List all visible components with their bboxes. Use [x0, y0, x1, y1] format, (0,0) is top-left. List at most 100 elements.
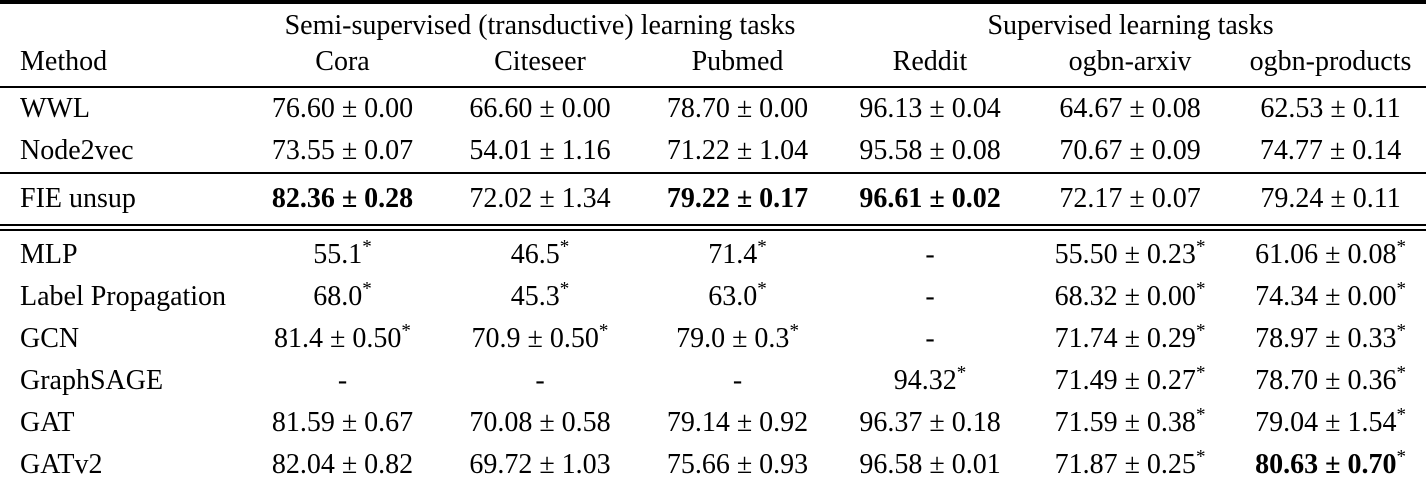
cell-value: 96.58 ± 0.01	[835, 444, 1025, 485]
significance-star: *	[362, 278, 372, 300]
cell-value-text: 76.60 ± 0.00	[271, 93, 414, 124]
cell-value: 68.0*	[245, 276, 440, 318]
cell-value: -	[245, 360, 440, 402]
cell-value: 72.02 ± 1.34	[440, 172, 640, 231]
cell-value: 71.22 ± 1.04	[640, 130, 835, 173]
significance-star: *	[1396, 236, 1406, 258]
cell-value: 76.60 ± 0.00	[245, 87, 440, 130]
cell-value-text: 74.77 ± 0.14	[1259, 135, 1402, 166]
cell-value: 79.14 ± 0.92	[640, 402, 835, 444]
cell-value-text: 78.97 ± 0.33	[1255, 323, 1397, 354]
column-header-ogbn-products: ogbn-products	[1235, 42, 1426, 88]
significance-star: *	[789, 320, 799, 342]
cell-value: 45.3*	[440, 276, 640, 318]
column-header-ogbn-arxiv: ogbn-arxiv	[1025, 42, 1236, 88]
cell-value-text: 74.34 ± 0.00	[1255, 281, 1397, 312]
significance-star: *	[362, 236, 372, 258]
cell-value: 78.70 ± 0.00	[640, 87, 835, 130]
cell-value-text: 70.67 ± 0.09	[1059, 135, 1201, 166]
cell-value-text: 81.59 ± 0.67	[271, 407, 414, 438]
cell-value-text: 73.55 ± 0.07	[271, 135, 414, 166]
cell-value-text: 68.0	[313, 281, 363, 312]
table-row: GraphSAGE - - -94.32* 71.49 ± 0.27* 78.70 ± 0…	[0, 360, 1426, 402]
cell-value: -	[835, 228, 1025, 277]
column-header-row: Method Cora Citeseer Pubmed Reddit ogbn-…	[0, 42, 1426, 88]
cell-value-text: 45.3	[510, 281, 560, 312]
cell-value: 81.59 ± 0.67	[245, 402, 440, 444]
table-row: Node2vec 73.55 ± 0.07 54.01 ± 1.16 71.22 ± …	[0, 130, 1426, 173]
cell-value: 66.60 ± 0.00	[440, 87, 640, 130]
cell-value: -	[440, 360, 640, 402]
cell-value: 71.49 ± 0.27*	[1025, 360, 1235, 402]
cell-value-text: 79.24 ± 0.11	[1260, 183, 1401, 214]
cell-value-text: 55.50 ± 0.23	[1054, 239, 1196, 270]
cell-value: 55.50 ± 0.23*	[1025, 228, 1235, 277]
cell-value: 79.22 ± 0.17	[640, 172, 836, 231]
significance-star: *	[956, 362, 967, 384]
cell-value: 70.67 ± 0.09	[1025, 130, 1235, 173]
cell-value: 78.97 ± 0.33*	[1235, 318, 1426, 360]
method-name: WWL	[20, 93, 90, 124]
cell-value: 73.55 ± 0.07	[245, 130, 440, 173]
cell-value-text: 63.0	[708, 281, 758, 312]
cell-value: 72.17 ± 0.07	[1025, 172, 1236, 231]
cell-value: 61.06 ± 0.08*	[1235, 228, 1426, 277]
cell-value: 82.36 ± 0.28	[245, 172, 440, 231]
cell-value-text: 54.01 ± 1.16	[469, 135, 611, 166]
method-name: MLP	[20, 239, 78, 270]
cell-value-text: 55.1	[313, 239, 363, 270]
cell-value-text: 79.0 ± 0.3	[676, 323, 790, 354]
cell-value: -	[640, 360, 835, 402]
cell-value: 94.32*	[835, 360, 1025, 402]
significance-star: *	[757, 236, 767, 258]
cell-value: 74.34 ± 0.00*	[1235, 276, 1426, 318]
cell-value-text: -	[732, 365, 743, 396]
significance-star: *	[1195, 320, 1206, 342]
significance-star: *	[1195, 404, 1206, 426]
cell-value: 64.67 ± 0.08	[1025, 87, 1235, 130]
cell-value: 71.74 ± 0.29*	[1025, 318, 1235, 360]
cell-value-text: 78.70 ± 0.36	[1255, 365, 1397, 396]
cell-value-text: 72.17 ± 0.07	[1059, 183, 1201, 214]
cell-value: 71.4*	[640, 228, 835, 277]
cell-value: 96.13 ± 0.04	[835, 87, 1025, 130]
group-header-supervised: Supervised learning tasks	[987, 10, 1274, 41]
cell-value: 71.87 ± 0.25*	[1025, 444, 1235, 485]
column-header-method: Method	[0, 42, 245, 88]
group-header-row: Semi-supervised (transductive) learning …	[0, 2, 1426, 42]
significance-star: *	[1396, 404, 1406, 426]
cell-value: 79.24 ± 0.11	[1235, 172, 1426, 231]
significance-star: *	[559, 236, 570, 258]
cell-value-text: 71.74 ± 0.29	[1054, 323, 1196, 354]
cell-value-text: 68.32 ± 0.00	[1054, 281, 1196, 312]
cell-value: 75.66 ± 0.93	[640, 444, 835, 485]
cell-value: 54.01 ± 1.16	[440, 130, 640, 173]
cell-value-text: 71.4	[708, 239, 758, 270]
cell-value: 74.77 ± 0.14	[1235, 130, 1426, 173]
cell-value-text: 96.58 ± 0.01	[859, 449, 1001, 480]
cell-value-text: 71.22 ± 1.04	[666, 135, 809, 166]
method-name: FIE unsup	[0, 172, 245, 231]
cell-value-text: -	[535, 365, 545, 396]
cell-value-text: 64.67 ± 0.08	[1059, 93, 1201, 124]
table-row: Label Propagation 68.0* 45.3* 63.0 * -68.32 ±…	[0, 276, 1426, 318]
cell-value-text: 70.08 ± 0.58	[469, 407, 611, 438]
cell-value-text: 96.61 ± 0.02	[859, 183, 1001, 214]
column-header-cora: Cora	[245, 42, 440, 88]
column-header-pubmed: Pubmed	[640, 42, 836, 88]
cell-value-text: 72.02 ± 1.34	[469, 183, 611, 214]
method-name: GAT	[20, 407, 75, 438]
method-name: GraphSAGE	[20, 365, 164, 396]
cell-value-text: 94.32	[893, 365, 957, 396]
cell-value-text: -	[925, 239, 935, 270]
cell-value: 70.08 ± 0.58	[440, 402, 640, 444]
cell-value: -	[835, 276, 1025, 318]
method-name: Label Propagation	[20, 281, 227, 312]
significance-star: *	[401, 320, 411, 342]
group-header-spacer	[0, 2, 245, 42]
cell-value-text: 46.5	[510, 239, 560, 270]
cell-value: 78.70 ± 0.36*	[1235, 360, 1426, 402]
cell-value: 70.9 ± 0.50*	[440, 318, 640, 360]
method-name: Node2vec	[20, 135, 134, 166]
